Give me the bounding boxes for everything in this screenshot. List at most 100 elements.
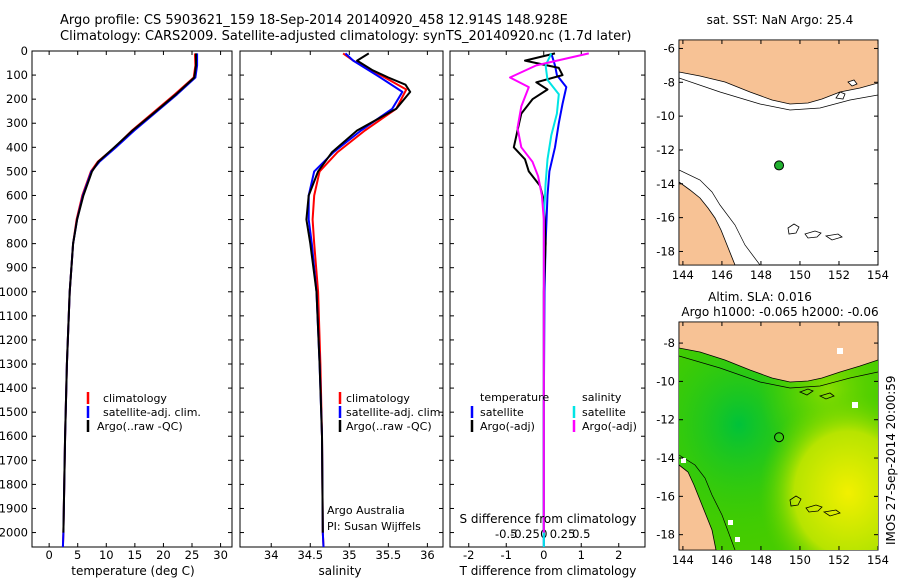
lat-tick-label: -16: [656, 211, 675, 225]
lat-tick-label: -14: [656, 451, 675, 465]
x-tick-label: 36: [420, 548, 435, 562]
difference-legend: temperature salinity satellite Argo(-adj…: [470, 391, 637, 433]
lat-tick-label: -16: [656, 489, 675, 503]
no-data-cell: [852, 402, 858, 408]
lat-tick-label: -12: [656, 143, 675, 157]
difference-panel: [449, 50, 646, 548]
x-tick-label: -1: [501, 548, 512, 562]
depth-tick-label: 1600: [0, 429, 28, 443]
argo-float-marker: [774, 432, 785, 443]
lon-tick-label: 148: [750, 553, 772, 567]
difference-profiles: [509, 52, 590, 547]
salinity-xlabel: salinity: [318, 564, 361, 578]
temperature-legend: climatology satellite-adj. clim. Argo(..…: [86, 392, 201, 433]
x-tick-label: 10: [99, 548, 114, 562]
x-tick-label: 0: [45, 548, 52, 562]
lon-tick-label: 144: [672, 553, 694, 567]
depth-tick-label: 500: [6, 164, 28, 178]
no-data-cell: [681, 458, 686, 463]
lat-tick-label: -18: [656, 244, 675, 258]
reef-islands: [789, 388, 841, 517]
lat-tick-label: -8: [664, 336, 675, 350]
legend-s-satellite: satellite: [582, 406, 626, 419]
land-new-guinea: [679, 322, 878, 383]
x-tick-label: 35.5: [376, 548, 402, 562]
x-tick-label: 0: [540, 548, 547, 562]
no-data-cell: [735, 537, 740, 542]
land-new-guinea: [679, 40, 878, 105]
depth-tick-label: 1300: [0, 357, 28, 371]
map-sst-land: [679, 40, 878, 265]
legend-satellite: satellite-adj. clim.: [346, 406, 444, 419]
lat-tick-label: -8: [664, 75, 675, 89]
depth-tick-label: 0: [21, 44, 28, 58]
lat-tick-label: -6: [664, 41, 675, 55]
lon-tick-label: 148: [750, 268, 772, 282]
land-queensland: [679, 181, 736, 265]
depth-tick-label: 600: [6, 188, 28, 202]
annotation-pi: PI: Susan Wijffels: [327, 520, 421, 533]
legend-satellite: satellite-adj. clim.: [103, 406, 201, 419]
lat-tick-label: -12: [656, 413, 675, 427]
x-tick-label: 15: [128, 548, 143, 562]
map-sst-axes: 144 146 148 150 152 154 -6 -8 -10 -12 -14 -16 -18: [656, 40, 889, 282]
chart-title-line1: Argo profile: CS 5903621_159 18-Sep-2014…: [60, 13, 568, 28]
credit-text: IMOS 27-Sep-2014 20:00:59: [884, 375, 898, 545]
x-tick-label: 2: [615, 548, 622, 562]
map-sst-title: sat. SST: NaN Argo: 25.4: [707, 13, 854, 27]
lat-tick-label: -18: [656, 528, 675, 542]
x-tick-label: 25: [185, 548, 200, 562]
depth-tick-label: 1000: [0, 285, 28, 299]
depth-tick-label: 300: [6, 116, 28, 130]
reef-islands: [787, 79, 858, 241]
difference-x-axis: -2 -1 0 1 2-0.5-0.25 0 0.250.5: [463, 51, 622, 562]
x-tick-label: 1: [578, 548, 585, 562]
legend-s-argo: Argo(-adj): [582, 420, 637, 433]
depth-tick-label: 200: [6, 92, 28, 106]
depth-tick-label: 2000: [0, 526, 28, 540]
lat-tick-label: -10: [656, 109, 675, 123]
legend-climatology: climatology: [103, 392, 167, 405]
series-line-argo: [305, 52, 412, 533]
temperature-xlabel: temperature (deg C): [71, 564, 194, 578]
lon-tick-label: 152: [828, 553, 850, 567]
map-sla-title-line1: Altim. SLA: 0.016: [708, 290, 812, 304]
legend-climatology: climatology: [346, 392, 410, 405]
lat-tick-label: -10: [656, 374, 675, 388]
legend-argo: Argo(..raw -QC): [346, 420, 432, 433]
lon-tick-label: 150: [789, 268, 811, 282]
map-sst-points: [774, 160, 785, 171]
legend-argo: Argo(..raw -QC): [97, 420, 183, 433]
depth-tick-label: 1400: [0, 381, 28, 395]
lon-tick-label: 150: [789, 553, 811, 567]
series-line-argo: [62, 53, 197, 533]
difference-xlabel-s: S difference from climatology: [460, 512, 637, 526]
salinity-panel: [239, 50, 444, 548]
salinity-profiles: [305, 52, 412, 548]
map-sla-points: [774, 432, 785, 443]
lon-tick-label: 154: [867, 553, 889, 567]
temperature-x-axis: 0 5 10 15 20 25 30: [45, 51, 228, 562]
lon-tick-label: 146: [711, 553, 733, 567]
lon-tick-label: 154: [867, 268, 889, 282]
difference-xlabel-t: T difference from climatology: [459, 564, 637, 578]
legend-t-satellite: satellite: [480, 406, 524, 419]
shelf-contour: [679, 77, 878, 265]
depth-tick-label: 100: [6, 68, 28, 82]
depth-tick-label: 800: [6, 237, 28, 251]
x2-tick-label: -0.5: [495, 527, 517, 541]
x2-tick-label: 0.5: [572, 527, 590, 541]
legend-title-temperature: temperature: [480, 391, 549, 404]
salinity-legend: climatology satellite-adj. clim. Argo(..…: [338, 392, 444, 433]
x-tick-label: 20: [156, 548, 171, 562]
x2-tick-label: -0.25: [510, 527, 540, 541]
no-data-cell: [728, 520, 733, 525]
lon-tick-label: 152: [828, 268, 850, 282]
x-tick-label: 34.5: [297, 548, 323, 562]
x-tick-label: 35: [342, 548, 357, 562]
depth-axis: 0 100 200 300 400 500 600 700 800 900 1000 1100 1200…: [0, 44, 645, 540]
x-tick-label: 30: [213, 548, 228, 562]
no-data-cell: [837, 348, 843, 354]
map-sla-title-line2: Argo h1000: -0.065 h2000: -0.06: [681, 305, 878, 319]
